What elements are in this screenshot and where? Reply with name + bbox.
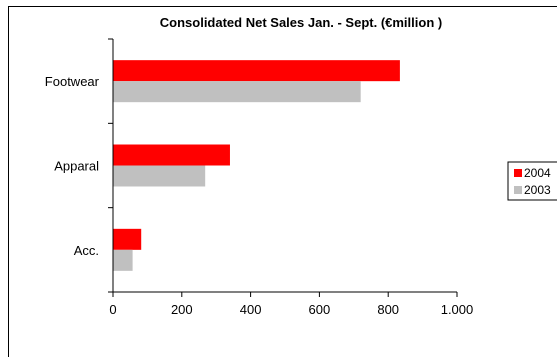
axes: Footwear Apparal Acc. 0 200 400 600 800 1.000	[45, 38, 474, 317]
bar-footwear-2004	[113, 60, 400, 82]
x-tick-label: 600	[309, 302, 331, 317]
x-tick-label: 200	[171, 302, 193, 317]
bar-acc-2004	[113, 228, 142, 250]
legend-swatch-2003	[514, 186, 522, 194]
x-tick-label: 400	[240, 302, 262, 317]
x-tick-label: 800	[377, 302, 399, 317]
bar-apparal-2003	[113, 165, 206, 187]
x-tick-label: 0	[109, 302, 116, 317]
bar-apparal-2004	[113, 144, 230, 166]
category-label-acc: Acc.	[74, 243, 99, 258]
category-label-footwear: Footwear	[45, 74, 100, 89]
bar-acc-2003	[113, 249, 133, 271]
chart-title: Consolidated Net Sales Jan. - Sept. (€mi…	[160, 15, 442, 30]
legend-label-2004: 2004	[524, 166, 551, 180]
chart-frame	[8, 6, 557, 357]
legend-label-2003: 2003	[524, 183, 551, 197]
bar-footwear-2003	[113, 81, 361, 103]
legend: 2004 2003	[507, 161, 557, 201]
category-label-apparal: Apparal	[54, 159, 99, 174]
x-tick-label: 1.000	[441, 302, 474, 317]
legend-swatch-2004	[514, 169, 522, 177]
plot-area	[113, 60, 400, 271]
